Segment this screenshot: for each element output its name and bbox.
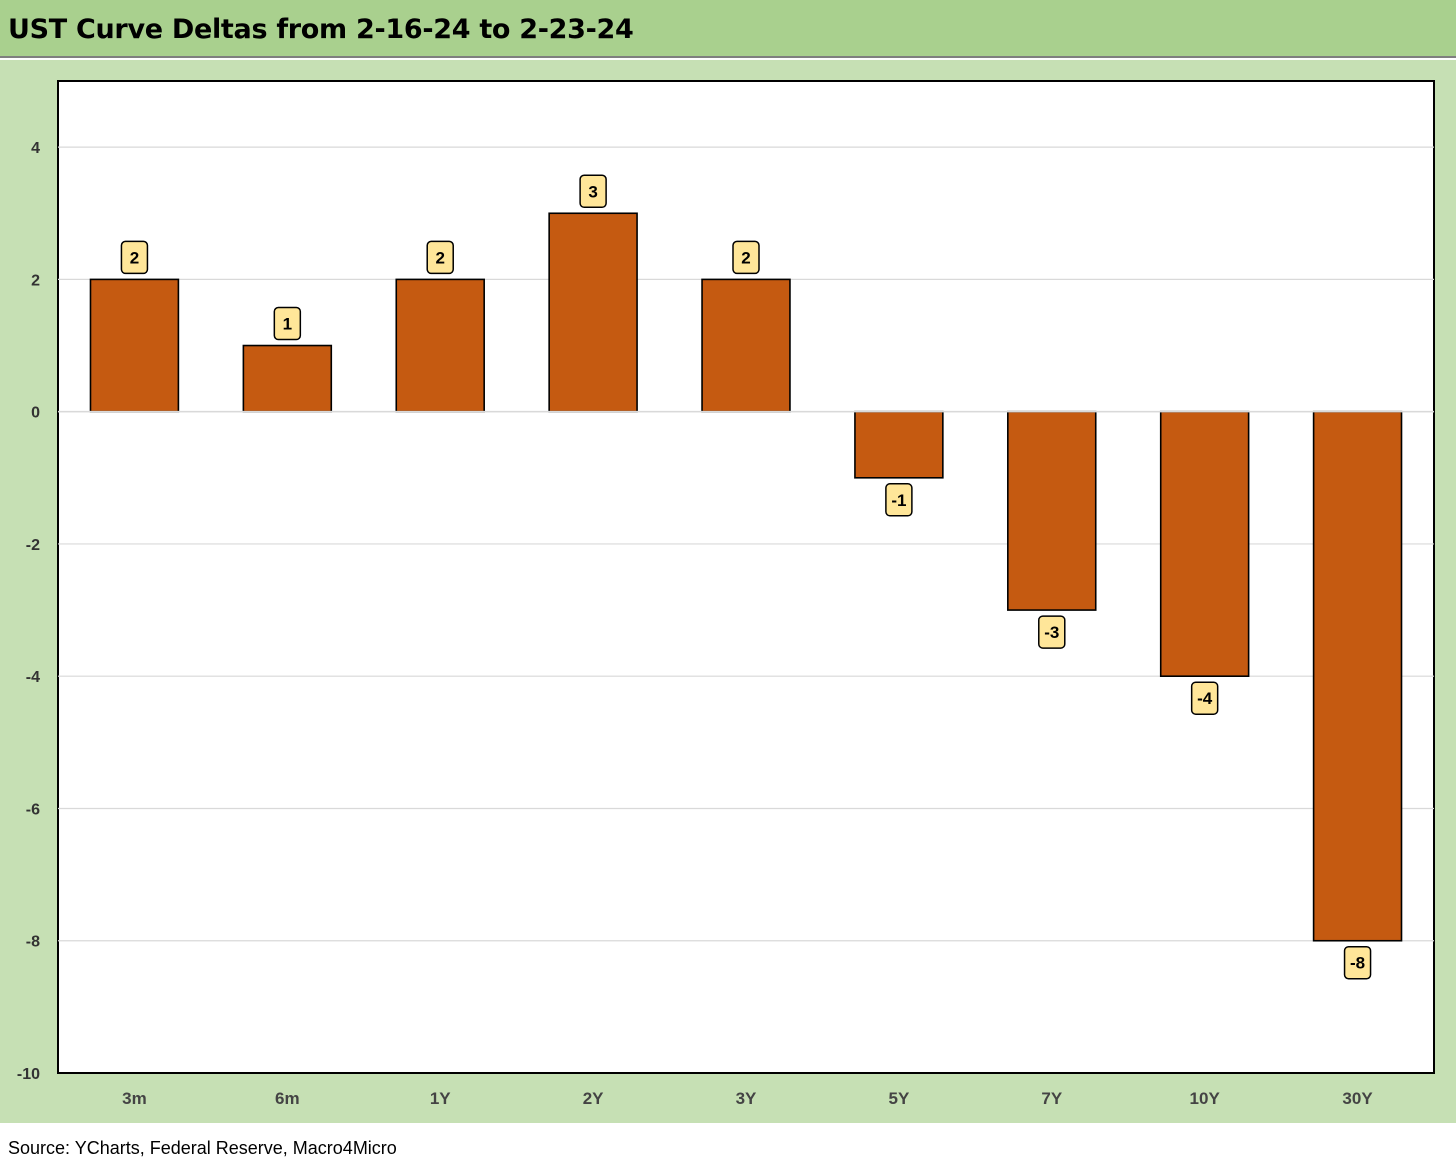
bar-3m — [89, 278, 180, 413]
data-label: -1 — [891, 491, 906, 510]
x-tick-label: 1Y — [430, 1089, 451, 1108]
y-tick-label: -8 — [26, 934, 40, 951]
x-tick-label: 3m — [122, 1089, 147, 1108]
bar-5Y — [854, 410, 944, 479]
data-label-box — [426, 240, 454, 275]
y-tick-label: 4 — [31, 140, 40, 157]
data-label-box — [1038, 615, 1066, 649]
data-label: 2 — [741, 248, 750, 267]
data-label-box — [1343, 945, 1372, 980]
y-tick-label: -2 — [26, 537, 40, 554]
data-label-box — [273, 306, 302, 341]
data-label-box — [120, 240, 149, 275]
bar-1Y — [395, 278, 485, 413]
bar-7Y — [1007, 410, 1097, 611]
y-tick-label: -6 — [26, 801, 40, 818]
data-label: 2 — [130, 248, 139, 267]
data-label-box — [732, 240, 760, 275]
y-tick-label: -4 — [26, 669, 40, 686]
data-label: -8 — [1350, 954, 1365, 973]
data-label-box — [579, 174, 607, 209]
x-tick-label: 6m — [275, 1089, 300, 1108]
bar-6m — [242, 344, 333, 413]
data-label: -4 — [1197, 689, 1213, 708]
y-tick-label: 0 — [31, 405, 40, 422]
x-tick-label: 2Y — [583, 1089, 604, 1108]
x-tick-label: 5Y — [888, 1089, 909, 1108]
data-label-box — [885, 483, 913, 517]
data-label: -3 — [1044, 623, 1059, 642]
x-tick-label: 10Y — [1190, 1089, 1221, 1108]
bar-10Y — [1159, 410, 1250, 677]
bar-30Y — [1312, 410, 1403, 942]
chart-title: UST Curve Deltas from 2-16-24 to 2-23-24 — [8, 14, 634, 45]
data-label: 1 — [283, 315, 292, 334]
bar-chart: 4 2 0 -2 -4 -6 -8 -10 2 3m 1 6m 2 1Y 3 2Y 2 3Y -1 5Y -3 7Y -4 1… — [17, 80, 1435, 1108]
x-tick-label: 7Y — [1041, 1089, 1062, 1108]
y-tick-label: 2 — [31, 272, 40, 289]
y-tick-label: -10 — [17, 1066, 40, 1083]
source-note: Source: YCharts, Federal Reserve, Macro4… — [8, 1138, 397, 1158]
title-bar: UST Curve Deltas from 2-16-24 to 2-23-24 — [0, 0, 1456, 58]
bar-3Y — [701, 278, 791, 413]
data-label: 2 — [435, 248, 444, 267]
x-tick-label: 3Y — [736, 1089, 757, 1108]
bar-2Y — [548, 212, 638, 413]
data-label-box — [1190, 681, 1219, 715]
data-label: 3 — [588, 182, 597, 201]
x-tick-label: 30Y — [1342, 1089, 1373, 1108]
